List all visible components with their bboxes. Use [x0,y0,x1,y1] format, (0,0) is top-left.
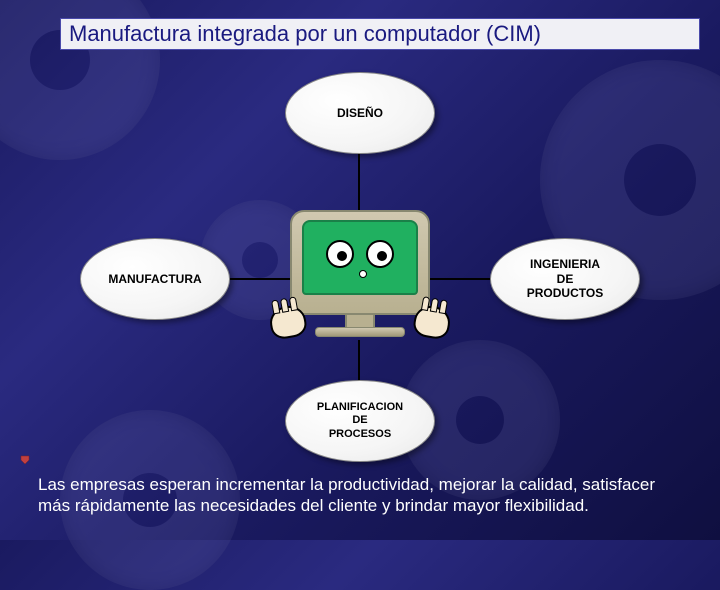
node-label: DISEÑO [337,106,383,120]
node-label: PLANIFICACION DE PROCESOS [317,401,403,441]
node-planificacion: PLANIFICACION DE PROCESOS [285,380,435,462]
page-title: Manufactura integrada por un computador … [69,21,541,47]
bullet-icon [20,455,30,465]
node-label: INGENIERIA DE PRODUCTOS [527,257,603,300]
node-diseno: DISEÑO [285,72,435,154]
node-label: MANUFACTURA [108,272,201,286]
computer-icon [280,210,440,350]
cim-diagram: DISEÑO MANUFACTURA INGENIERIA DE PRODUCT… [0,60,720,440]
node-ingenieria: INGENIERIA DE PRODUCTOS [490,238,640,320]
title-bar: Manufactura integrada por un computador … [60,18,700,50]
node-manufactura: MANUFACTURA [80,238,230,320]
caption-text: Las empresas esperan incrementar la prod… [38,474,690,517]
